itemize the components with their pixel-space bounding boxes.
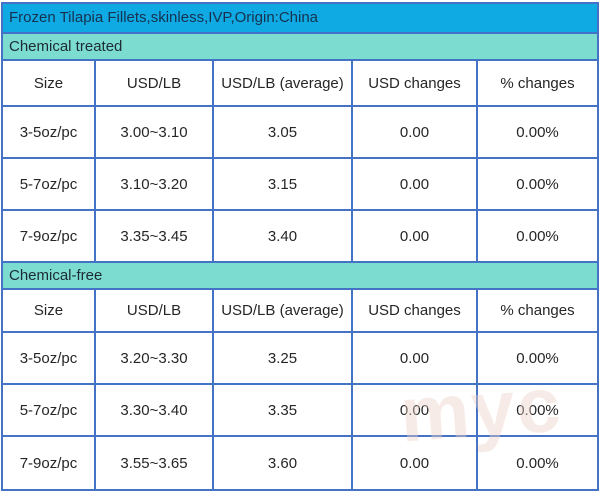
cell-size: 3-5oz/pc <box>3 333 94 383</box>
column-header-usd-lb: USD/LB <box>94 290 212 331</box>
cell-usd-lb: 3.35~3.45 <box>94 211 212 261</box>
column-header-usd-lb-average: USD/LB (average) <box>212 61 351 105</box>
cell-usd-lb-average: 3.15 <box>212 159 351 209</box>
column-header-usd-lb: USD/LB <box>94 61 212 105</box>
column-header-row: Size USD/LB USD/LB (average) USD changes… <box>3 59 597 105</box>
cell-size: 5-7oz/pc <box>3 159 94 209</box>
table-row: 3-5oz/pc 3.20~3.30 3.25 0.00 0.00% <box>3 331 597 383</box>
column-header-size: Size <box>3 290 94 331</box>
cell-usd-changes: 0.00 <box>351 211 476 261</box>
cell-pct-changes: 0.00% <box>476 385 597 435</box>
cell-pct-changes: 0.00% <box>476 211 597 261</box>
cell-size: 3-5oz/pc <box>3 107 94 157</box>
column-header-pct-changes: % changes <box>476 61 597 105</box>
table-title: Frozen Tilapia Fillets,skinless,IVP,Orig… <box>3 4 597 32</box>
cell-usd-changes: 0.00 <box>351 385 476 435</box>
cell-usd-changes: 0.00 <box>351 159 476 209</box>
cell-size: 7-9oz/pc <box>3 211 94 261</box>
cell-usd-changes: 0.00 <box>351 107 476 157</box>
column-header-pct-changes: % changes <box>476 290 597 331</box>
cell-usd-lb-average: 3.25 <box>212 333 351 383</box>
column-header-usd-changes: USD changes <box>351 290 476 331</box>
column-header-size: Size <box>3 61 94 105</box>
cell-size: 5-7oz/pc <box>3 385 94 435</box>
cell-usd-changes: 0.00 <box>351 437 476 489</box>
cell-pct-changes: 0.00% <box>476 107 597 157</box>
section-header-chemical-treated: Chemical treated <box>3 32 597 59</box>
column-header-row: Size USD/LB USD/LB (average) USD changes… <box>3 288 597 331</box>
column-header-usd-lb-average: USD/LB (average) <box>212 290 351 331</box>
cell-usd-lb: 3.20~3.30 <box>94 333 212 383</box>
cell-pct-changes: 0.00% <box>476 333 597 383</box>
cell-usd-lb: 3.30~3.40 <box>94 385 212 435</box>
cell-usd-lb: 3.55~3.65 <box>94 437 212 489</box>
column-header-usd-changes: USD changes <box>351 61 476 105</box>
table-row: 3-5oz/pc 3.00~3.10 3.05 0.00 0.00% <box>3 105 597 157</box>
table-row: 5-7oz/pc 3.10~3.20 3.15 0.00 0.00% <box>3 157 597 209</box>
cell-usd-changes: 0.00 <box>351 333 476 383</box>
cell-size: 7-9oz/pc <box>3 437 94 489</box>
cell-pct-changes: 0.00% <box>476 159 597 209</box>
cell-usd-lb: 3.00~3.10 <box>94 107 212 157</box>
section-header-chemical-free: Chemical-free <box>3 261 597 288</box>
cell-usd-lb-average: 3.40 <box>212 211 351 261</box>
cell-usd-lb-average: 3.35 <box>212 385 351 435</box>
cell-usd-lb-average: 3.05 <box>212 107 351 157</box>
table-row: 7-9oz/pc 3.55~3.65 3.60 0.00 0.00% <box>3 435 597 489</box>
cell-usd-lb: 3.10~3.20 <box>94 159 212 209</box>
cell-pct-changes: 0.00% <box>476 437 597 489</box>
table-row: 5-7oz/pc 3.30~3.40 3.35 0.00 0.00% <box>3 383 597 435</box>
cell-usd-lb-average: 3.60 <box>212 437 351 489</box>
table-row: 7-9oz/pc 3.35~3.45 3.40 0.00 0.00% <box>3 209 597 261</box>
